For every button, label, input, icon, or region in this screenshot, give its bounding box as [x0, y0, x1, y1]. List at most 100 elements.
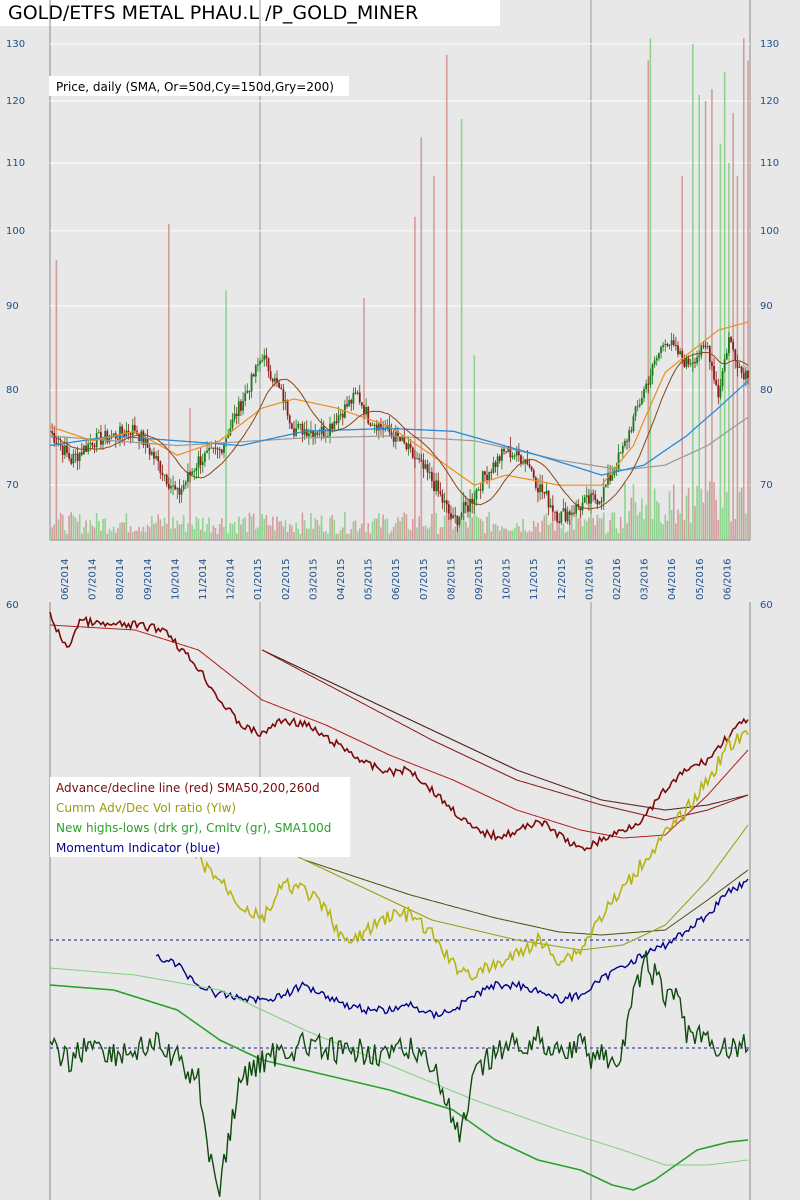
y-tick-label-right: 110 — [760, 158, 779, 169]
candle-body — [259, 360, 261, 365]
candle-body — [127, 430, 130, 434]
candle-body — [392, 435, 395, 442]
sma200-line — [49, 416, 749, 471]
sma20-line — [49, 352, 749, 510]
candle-body — [498, 456, 501, 461]
candle-body — [611, 474, 614, 481]
ad-line — [49, 611, 749, 852]
candle-body — [322, 426, 325, 437]
candle-body — [231, 419, 234, 429]
candle-body — [694, 362, 696, 364]
candle-body — [657, 353, 660, 359]
candle-body — [297, 423, 300, 429]
candle-body — [537, 487, 539, 493]
candle-body — [301, 423, 304, 435]
x-tick-label: 02/2016 — [612, 558, 623, 600]
candle-body — [643, 389, 645, 399]
candle-body — [428, 472, 431, 474]
legend-entry: Momentum Indicator (blue) — [56, 841, 220, 855]
candle-body — [97, 432, 100, 434]
candle-body — [293, 428, 295, 436]
candle-body — [711, 362, 713, 366]
x-tick-label: 10/2015 — [502, 558, 513, 600]
candle-body — [174, 485, 177, 490]
candle-body — [112, 433, 115, 436]
candle-body — [354, 392, 357, 394]
candle-body — [223, 443, 225, 453]
candle-body — [167, 484, 170, 489]
x-tick-label: 03/2015 — [308, 558, 319, 600]
candle-body — [307, 433, 310, 437]
candle-body — [384, 429, 387, 431]
candle-body — [560, 511, 563, 523]
candle-body — [235, 413, 238, 417]
ad-sma200-line — [261, 649, 749, 821]
candle-body — [626, 440, 628, 442]
candle-body — [184, 482, 187, 485]
candle-body — [267, 358, 270, 372]
candle-body — [728, 337, 730, 354]
legend-entry: New highs-lows (drk gr), Cmltv (gr), SMA… — [56, 821, 331, 835]
candle-body — [418, 458, 421, 460]
candle-body — [477, 489, 480, 491]
candle-body — [129, 433, 132, 436]
candle-body — [736, 360, 739, 368]
candle-body — [496, 456, 499, 467]
y-tick-label-right: 80 — [760, 385, 773, 396]
candle-body — [377, 423, 380, 431]
price-subtitle: Price, daily (SMA, Or=50d,Cy=150d,Gry=20… — [49, 76, 349, 96]
x-tick-label: 02/2015 — [281, 558, 292, 600]
candle-body — [170, 486, 172, 489]
x-tick-label: 07/2015 — [419, 558, 430, 600]
candle-body — [689, 363, 692, 365]
x-tick-label: 06/2016 — [722, 558, 733, 600]
candle-body — [278, 382, 281, 388]
candle-body — [337, 415, 340, 424]
candle-body — [539, 484, 541, 493]
candle-body — [314, 432, 317, 437]
y-tick-label-left: 120 — [6, 96, 25, 107]
candle-body — [526, 459, 529, 465]
subtitle-text: Price, daily (SMA, Or=50d,Cy=150d,Gry=20… — [56, 80, 334, 94]
candle-body — [452, 515, 455, 519]
candle-body — [700, 345, 703, 356]
candle-body — [119, 426, 121, 440]
y-tick-label-left: 90 — [6, 301, 19, 312]
candle-body — [441, 493, 444, 503]
candle-body — [346, 404, 348, 407]
candle-body — [225, 438, 227, 444]
candle-body — [91, 442, 94, 446]
candle-body — [220, 449, 223, 453]
candle-body — [621, 445, 624, 453]
candle-body — [617, 452, 620, 470]
x-tick-label: 08/2014 — [115, 558, 126, 600]
x-tick-label: 08/2015 — [446, 558, 457, 600]
candle-body — [503, 448, 505, 452]
candle-body — [723, 359, 726, 372]
candle-body — [155, 456, 157, 459]
candle-body — [203, 453, 206, 462]
candle-body — [273, 378, 276, 382]
candle-body — [290, 423, 293, 429]
candle-body — [237, 401, 240, 417]
legend-entry: Cumm Adv/Dec Vol ratio (Ylw) — [56, 801, 236, 815]
candle-body — [210, 447, 213, 449]
candle-body — [299, 423, 302, 425]
candle-body — [594, 494, 597, 500]
candle-body — [744, 370, 747, 380]
y-tick-label-left: 110 — [6, 158, 25, 169]
candle-body — [416, 458, 418, 460]
candle-body — [116, 438, 119, 440]
candle-body — [426, 464, 429, 473]
candle-body — [732, 341, 735, 350]
candle-body — [677, 345, 679, 355]
candle-body — [405, 443, 408, 450]
x-tick-label: 12/2014 — [226, 558, 237, 600]
candle-body — [454, 515, 457, 517]
candle-body — [598, 501, 601, 505]
candle-body — [632, 416, 635, 432]
candle-body — [83, 445, 85, 455]
candle-body — [335, 421, 338, 424]
cum-vol-sma-dark-line — [304, 859, 749, 936]
